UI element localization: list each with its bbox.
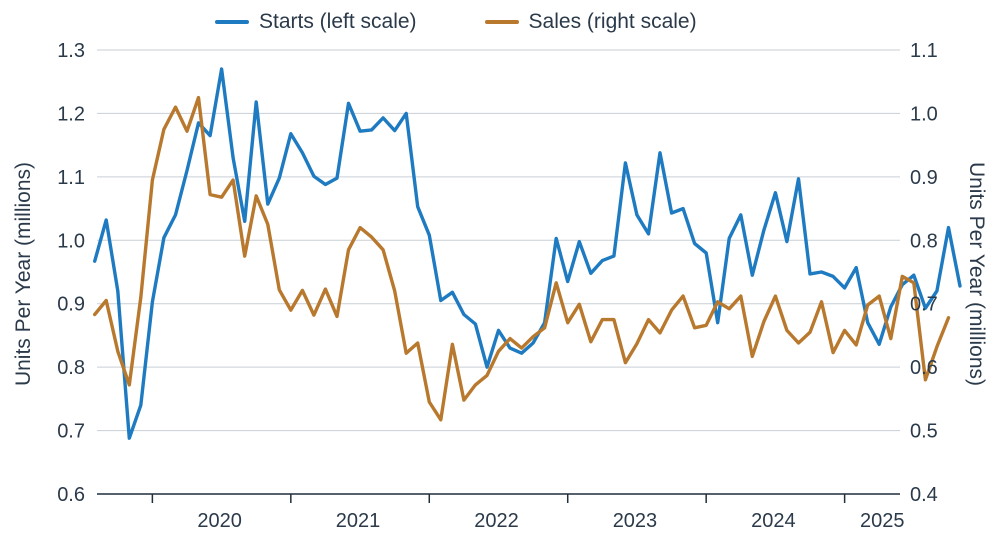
y-left-tick-label: 1.1 xyxy=(57,167,85,189)
x-tick-label: 2025 xyxy=(860,510,905,532)
legend-swatch-starts xyxy=(215,20,249,24)
x-tick-label: 2024 xyxy=(751,510,796,532)
y-left-tick-label: 0.7 xyxy=(57,421,85,443)
axes xyxy=(97,493,900,503)
legend-label-starts: Starts (left scale) xyxy=(259,10,417,33)
legend-item-sales: Sales (right scale) xyxy=(484,10,697,34)
x-tick-label: 2022 xyxy=(474,510,519,532)
series-layer xyxy=(92,67,962,440)
legend-item-starts: Starts (left scale) xyxy=(215,10,417,34)
y-right-tick-label: 0.9 xyxy=(910,167,938,189)
y-right-tick-label: 1.1 xyxy=(910,40,938,62)
x-tick-label: 2023 xyxy=(613,510,658,532)
y-right-tick-label: 0.8 xyxy=(910,230,938,252)
y-right-tick-label: 0.5 xyxy=(910,421,938,443)
y-right-axis-title: Units Per Year (millions) xyxy=(965,162,988,386)
y-right-tick-label: 1.0 xyxy=(910,103,938,125)
x-tick-label: 2021 xyxy=(336,510,381,532)
series-line-sales xyxy=(92,95,951,422)
tick-labels: 0.6 0.7 0.8 0.9 1.0 1.1 1.2 1.3 0.4 0.5 0.6 0.7 0.8 0… xyxy=(12,40,988,532)
series-line-starts xyxy=(92,67,962,440)
y-left-tick-label: 1.0 xyxy=(57,230,85,252)
grid xyxy=(97,49,900,432)
y-left-tick-label: 0.9 xyxy=(57,294,85,316)
y-left-tick-label: 0.8 xyxy=(57,357,85,379)
legend-label-sales: Sales (right scale) xyxy=(528,10,697,33)
y-right-tick-label: 0.7 xyxy=(910,294,938,316)
y-right-tick-label: 0.6 xyxy=(910,357,938,379)
legend-swatch-sales xyxy=(484,20,519,24)
y-left-tick-label: 1.3 xyxy=(57,40,85,62)
y-left-tick-label: 1.2 xyxy=(57,103,85,125)
y-left-tick-label: 0.6 xyxy=(57,484,85,506)
y-left-axis-title: Units Per Year (millions) xyxy=(12,162,35,386)
x-tick-label: 2020 xyxy=(197,510,242,532)
y-right-tick-label: 0.4 xyxy=(910,484,938,506)
legend: Starts (left scale) Sales (right scale) xyxy=(215,10,697,34)
